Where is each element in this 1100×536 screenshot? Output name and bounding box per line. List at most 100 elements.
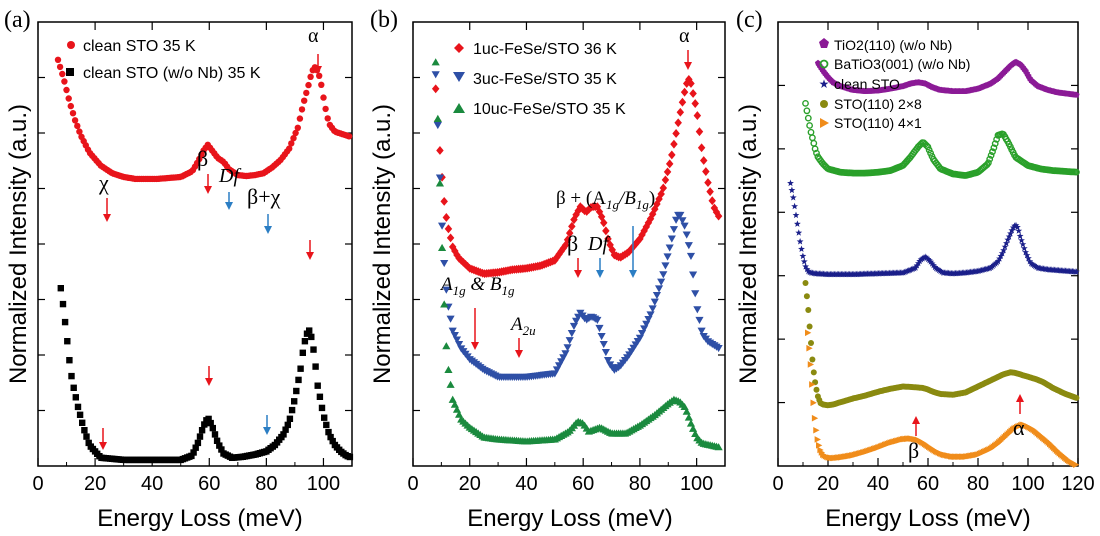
data-point: [81, 427, 88, 434]
legend-label-sto110-2x8: STO(110) 2×8: [834, 96, 922, 112]
data-point: [290, 135, 297, 142]
data-point: [693, 111, 702, 121]
data-point: [280, 431, 287, 438]
data-point: [1012, 221, 1020, 229]
data-point: [76, 128, 83, 135]
data-point: [1033, 263, 1040, 270]
panel-b-arrows: [471, 50, 692, 358]
data-point: [810, 139, 818, 147]
data-point: [807, 128, 815, 136]
data-point: [638, 230, 646, 240]
data-point: [188, 452, 195, 460]
data-point: [442, 213, 451, 222]
data-point: [1073, 91, 1080, 98]
panel-c-ylabel: Normalized Intensity (a.u.): [735, 104, 762, 384]
panel-a-ylabel: Normalized Intensity (a.u.): [5, 104, 32, 384]
panel-c-series: [787, 58, 1080, 469]
data-point: [450, 332, 459, 340]
data-point: [712, 207, 721, 217]
data-point: [72, 394, 79, 401]
data-point: [436, 146, 444, 155]
data-point: [440, 259, 449, 268]
data-point: [194, 439, 202, 447]
x-tick-label: 80: [629, 473, 651, 495]
data-point: [307, 73, 314, 81]
data-point: [192, 444, 199, 451]
arrow-chi-lower: [99, 428, 107, 450]
data-point: [601, 348, 610, 357]
legend-label-clean-sto-c: clean STO: [834, 76, 900, 92]
data-point: [297, 365, 304, 372]
data-point: [682, 231, 691, 239]
legend-marker-clean-sto: [67, 41, 75, 49]
annotation-beta-b: β: [567, 231, 578, 256]
data-point: [680, 222, 689, 230]
data-point: [446, 315, 455, 323]
legend-label-batio3: BaTiO3(001) (w/o Nb): [834, 56, 970, 72]
annotation-alpha-b: α: [679, 25, 690, 47]
data-point: [704, 178, 712, 188]
data-point: [308, 333, 315, 341]
data-point: [597, 212, 606, 222]
series-tio2-110-w-o-nb-: [814, 58, 1080, 98]
data-point: [293, 387, 300, 395]
data-point: [70, 384, 77, 391]
data-point: [455, 253, 463, 263]
data-point: [446, 380, 455, 388]
data-point: [659, 271, 668, 279]
data-point: [924, 143, 932, 151]
data-point: [329, 437, 336, 445]
data-point: [806, 122, 813, 129]
panel-a-frame: [37, 21, 353, 467]
data-point: [1004, 236, 1012, 243]
data-point: [665, 159, 674, 169]
data-point: [663, 167, 672, 177]
legend-marker-tio2: [819, 38, 829, 48]
panel-b-xlabel: Energy Loss (meV): [467, 505, 672, 532]
data-point: [659, 183, 668, 193]
data-point: [808, 340, 814, 346]
data-point: [625, 247, 634, 256]
data-point: [292, 129, 299, 137]
data-point: [927, 258, 935, 265]
annotation-beta-c: β: [908, 438, 919, 463]
x-tick-label: 20: [459, 473, 481, 495]
arrow-alpha-lower: [306, 240, 314, 260]
data-point: [652, 292, 662, 300]
x-tick-label: 0: [772, 473, 783, 495]
data-point: [83, 433, 90, 440]
data-point: [1016, 232, 1024, 240]
data-point: [634, 236, 642, 246]
x-tick-label: 40: [867, 473, 889, 495]
data-point: [661, 262, 670, 270]
data-point: [63, 86, 70, 94]
data-point: [682, 79, 691, 88]
arrow-beta-c: [912, 416, 920, 436]
data-point: [431, 58, 440, 66]
data-point: [56, 63, 64, 71]
data-point: [686, 419, 696, 427]
data-point: [211, 431, 219, 438]
data-point: [810, 369, 817, 376]
data-point: [593, 316, 602, 325]
data-point: [796, 238, 804, 245]
data-point: [1023, 251, 1031, 259]
data-point: [76, 411, 84, 418]
x-tick-label: 20: [84, 473, 106, 495]
legend-marker-clean-sto-wo-nb: [66, 68, 74, 76]
data-point: [298, 106, 306, 113]
data-point: [563, 344, 572, 352]
data-point: [320, 94, 327, 101]
data-point: [998, 249, 1006, 257]
data-point: [595, 324, 604, 333]
data-point: [198, 427, 206, 434]
data-point: [57, 285, 64, 292]
data-point: [802, 100, 809, 107]
data-point: [787, 179, 794, 187]
panel-a-ticks: 0 20 40 60 80 100: [32, 22, 352, 495]
data-point: [457, 255, 465, 265]
data-point: [295, 376, 302, 384]
arrow-alpha-a: [314, 54, 322, 74]
panel-a-arrows: [99, 54, 322, 450]
x-tick-label: 100: [1011, 473, 1044, 495]
